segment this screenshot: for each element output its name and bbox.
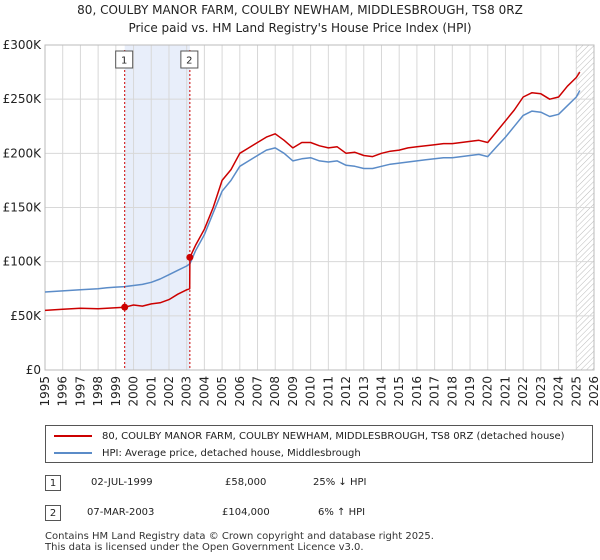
x-tick-label: 2000 <box>127 376 141 407</box>
x-tick-label: 2012 <box>339 376 353 407</box>
transaction-date: 07-MAR-2003 <box>87 507 155 518</box>
sale-label-box <box>115 50 134 69</box>
x-tick-label: 2005 <box>215 376 229 407</box>
legend-hpi-swatch <box>54 452 92 454</box>
x-tick-label: 2014 <box>374 376 388 407</box>
x-tick-label: 2018 <box>445 376 459 407</box>
x-tick-label: 2023 <box>534 376 548 407</box>
x-tick-label: 2016 <box>410 376 424 407</box>
x-tick-label: 2003 <box>180 376 194 407</box>
x-tick-label: 1996 <box>56 376 70 407</box>
x-tick-label: 2010 <box>304 376 318 407</box>
x-tick-label: 2015 <box>392 376 406 407</box>
x-tick-label: 2013 <box>357 376 371 407</box>
x-tick-label: 1995 <box>38 376 52 407</box>
legend: 80, COULBY MANOR FARM, COULBY NEWHAM, MI… <box>45 425 593 463</box>
x-tick-label: 2008 <box>268 376 282 407</box>
x-tick-label: 2011 <box>321 376 335 407</box>
hpi-line <box>44 90 581 293</box>
x-tick-label: 2026 <box>587 376 600 407</box>
x-tick-label: 2022 <box>516 376 530 407</box>
transaction-price: £104,000 <box>222 507 270 518</box>
transaction-hpi: 25% ↓ HPI <box>313 477 367 488</box>
transaction-hpi: 6% ↑ HPI <box>318 507 366 518</box>
chart-title: 80, COULBY MANOR FARM, COULBY NEWHAM, MI… <box>77 3 523 17</box>
transaction-date: 02-JUL-1999 <box>91 477 153 488</box>
sale-point <box>186 253 194 261</box>
legend-hpi-label: HPI: Average price, detached house, Midd… <box>102 447 361 459</box>
x-tick-label: 2025 <box>569 376 583 407</box>
x-tick-label: 2021 <box>498 376 512 407</box>
chart-subtitle: Price paid vs. HM Land Registry's House … <box>128 21 472 35</box>
x-tick-label: 2020 <box>481 376 495 407</box>
y-tick-label: £300K <box>3 38 43 52</box>
legend-price-swatch <box>54 435 92 437</box>
transaction-number: 1 <box>45 475 61 491</box>
x-tick-label: 2017 <box>428 376 442 407</box>
legend-price-label: 80, COULBY MANOR FARM, COULBY NEWHAM, MI… <box>102 430 565 442</box>
sale-label-box <box>180 50 199 69</box>
x-tick-label: 2007 <box>251 376 265 407</box>
y-tick-label: £0 <box>26 363 41 377</box>
x-tick-label: 2001 <box>144 376 158 407</box>
plot-frame <box>44 44 595 371</box>
footer: Contains HM Land Registry data © Crown c… <box>45 531 434 553</box>
x-tick-label: 2009 <box>286 376 300 407</box>
x-tick-label: 2019 <box>463 376 477 407</box>
x-tick-label: 2006 <box>233 376 247 407</box>
y-tick-label: £100K <box>3 255 43 269</box>
sale-label: 2 <box>186 56 192 67</box>
footer-licence: This data is licensed under the Open Gov… <box>45 542 364 553</box>
sale-point <box>121 303 129 311</box>
x-tick-label: 2024 <box>552 376 566 407</box>
transaction-number: 2 <box>45 505 61 521</box>
y-tick-label: £50K <box>10 309 42 323</box>
price-paid-line <box>44 71 581 312</box>
sale-label: 1 <box>121 56 127 67</box>
x-tick-label: 1998 <box>91 376 105 407</box>
x-tick-label: 2004 <box>197 376 211 407</box>
y-tick-label: £150K <box>3 201 43 215</box>
x-tick-label: 1997 <box>73 376 87 407</box>
y-tick-label: £200K <box>3 146 43 160</box>
footer-copyright: Contains HM Land Registry data © Crown c… <box>45 531 434 542</box>
x-tick-label: 1999 <box>109 376 123 407</box>
x-tick-label: 2002 <box>162 376 176 407</box>
legend-item-price: 80, COULBY MANOR FARM, COULBY NEWHAM, MI… <box>54 428 565 444</box>
legend-item-hpi: HPI: Average price, detached house, Midd… <box>54 445 361 461</box>
y-tick-label: £250K <box>3 92 43 106</box>
transaction-price: £58,000 <box>225 477 267 488</box>
